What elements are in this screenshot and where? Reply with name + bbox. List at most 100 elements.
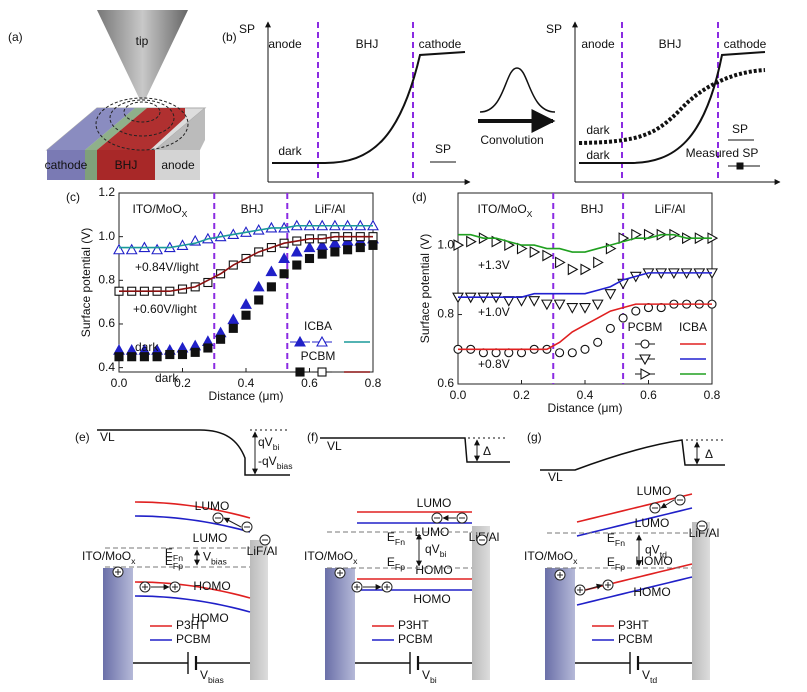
fermi-label-main: E: [165, 554, 173, 568]
marker: [640, 368, 652, 380]
fermi-label: EFn: [387, 530, 405, 547]
fermi-label-sub: Fn: [395, 537, 405, 547]
fermi-label: EFp: [165, 554, 183, 571]
y-tick-label: 1.0: [437, 237, 454, 251]
marker: [368, 240, 378, 250]
anode-electrode: [545, 568, 575, 680]
x-tick-label: 0.2: [174, 376, 191, 390]
level-label: LUMO: [637, 484, 672, 498]
marker: [295, 367, 305, 377]
y-axis-label: Surface potential (V): [79, 228, 93, 337]
gap-label-main: qV: [645, 543, 660, 557]
marker: [593, 337, 603, 347]
y-tick-label: 0.8: [98, 272, 115, 286]
tip-label: tip: [136, 34, 149, 48]
level-label: HOMO: [635, 554, 672, 568]
fermi-label: EFn: [165, 546, 183, 563]
electrode-label: LiF/Al: [247, 544, 278, 558]
marker: [528, 296, 541, 307]
gap-label-sub: bias: [211, 557, 227, 567]
fermi-label-sub: Fn: [615, 538, 625, 548]
fermi-label-main: E: [387, 530, 395, 544]
x-tick-label: 0.0: [111, 376, 128, 390]
level-label: HOMO: [633, 585, 670, 599]
vl-label: VL: [548, 470, 563, 484]
region-label: BHJ: [356, 37, 379, 51]
marker: [125, 243, 138, 255]
x-tick-label: 0.4: [577, 388, 594, 402]
axis-label: SP: [239, 22, 255, 36]
y-tick-label: 0.6: [98, 316, 115, 330]
region-label-main: ITO/MoO: [478, 202, 527, 216]
annotation: dark: [135, 340, 159, 354]
curve-label: dark: [278, 144, 302, 158]
electrode-label-main: ITO/MoO: [524, 549, 573, 563]
marker: [203, 343, 213, 353]
region-label: BHJ: [659, 37, 682, 51]
marker: [152, 352, 162, 362]
arrow: [660, 499, 675, 509]
marker: [567, 263, 579, 276]
annotation: +1.3V: [478, 258, 510, 272]
marker: [566, 303, 579, 314]
marker: [265, 265, 278, 277]
series-line: [119, 235, 373, 293]
fermi-label-sub: Fp: [395, 562, 405, 572]
panel-label: (e): [75, 430, 90, 444]
electrode-label-main: ITO/MoO: [304, 549, 353, 563]
marker: [316, 239, 329, 250]
energy-level: [576, 507, 693, 537]
curve-label: dark: [586, 148, 610, 162]
panel-a-drawing: [45, 10, 207, 180]
level-label: LUMO: [193, 531, 228, 545]
fermi-label-main: E: [607, 531, 615, 545]
marker: [190, 347, 200, 357]
marker: [227, 313, 240, 325]
marker: [177, 349, 188, 360]
battery-label-sub: bi: [430, 675, 437, 685]
x-tick-label: 0.6: [640, 388, 657, 402]
region-label: BHJ: [581, 202, 604, 216]
x-tick-label: 0.8: [704, 388, 721, 402]
marker: [639, 354, 651, 366]
region-label: cathode: [419, 37, 462, 51]
legend-header: PCBM: [628, 320, 663, 334]
region-label: cathode: [724, 37, 767, 51]
electrode-label-sub: x: [131, 556, 136, 566]
vacuum-level: [97, 429, 290, 476]
marker: [355, 243, 365, 253]
level-label: LUMO: [417, 496, 452, 510]
fermi-label-main: E: [387, 555, 395, 569]
electrode-label: ITO/MoOx: [304, 549, 358, 566]
vacuum-level: [320, 437, 510, 463]
potential-label-main: Δ: [705, 447, 713, 461]
marker: [604, 289, 617, 300]
electrode-label-sub: x: [353, 556, 358, 566]
marker: [240, 298, 252, 309]
region-label-main: LiF/Al: [655, 202, 686, 216]
marker: [643, 228, 655, 241]
fermi-label: EFp: [607, 555, 625, 572]
region-label-sub: X: [527, 209, 533, 219]
cathode-electrode: [692, 522, 710, 680]
curve-label: SP: [732, 122, 748, 136]
level-label: HOMO: [193, 579, 230, 593]
region-label: LiF/Al: [655, 202, 686, 216]
marker: [515, 296, 528, 307]
x-axis-label: Distance (μm): [548, 401, 623, 415]
battery-label: Vtd: [642, 668, 657, 685]
electrode-label-sub: x: [573, 556, 578, 566]
axis-label: SP: [546, 22, 562, 36]
level-label: HOMO: [415, 563, 452, 577]
marker: [254, 295, 264, 305]
marker: [330, 247, 340, 257]
potential-label: Δ: [705, 447, 713, 461]
fermi-label-sub: Fp: [615, 562, 625, 572]
series-line: [458, 272, 712, 298]
marker: [540, 299, 553, 311]
panel-label: (g): [527, 430, 542, 444]
panel-label: (d): [412, 190, 427, 204]
marker: [555, 348, 565, 358]
annotation: +0.60V/light: [133, 302, 197, 316]
